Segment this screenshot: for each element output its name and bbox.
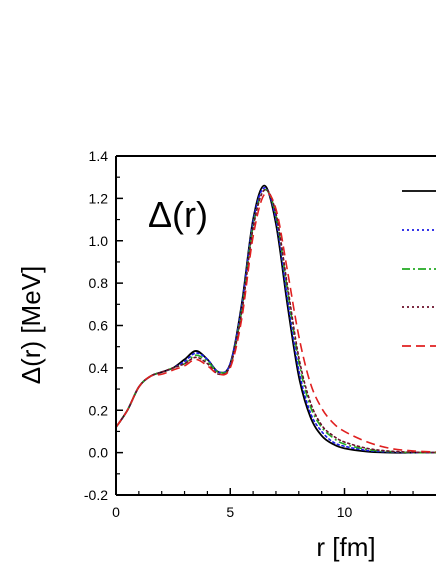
x-tick-label: 0: [112, 504, 120, 520]
y-tick-label: 0.0: [89, 445, 109, 461]
x-axis-title: r [fm]: [316, 532, 375, 562]
x-tick-label: 10: [337, 504, 353, 520]
series-line-4: [116, 188, 436, 454]
axes: -0.2 0.0 0.2 0.4 0.6 0.8 1.0 1.2 1.4 0 5 10: [84, 148, 436, 520]
y-tick-label: 0.2: [89, 402, 109, 418]
series-layer: [116, 184, 436, 454]
y-tick-label: 0.6: [89, 318, 109, 334]
y-tick-label: 0.8: [89, 275, 109, 291]
y-tick-label: 1.2: [89, 190, 109, 206]
series-line-5: [116, 191, 436, 453]
legend: [402, 190, 436, 347]
y-axis-title: Δ(r) [MeV]: [16, 266, 46, 384]
y-tick-label: 1.4: [89, 148, 109, 164]
series-line-3: [116, 189, 436, 454]
y-tick-label: -0.2: [84, 487, 108, 503]
x-tick-label: 5: [226, 504, 234, 520]
y-tick-label: 0.4: [89, 360, 109, 376]
y-tick-label: 1.0: [89, 233, 109, 249]
inset-annotation: Δ(r): [148, 194, 208, 235]
